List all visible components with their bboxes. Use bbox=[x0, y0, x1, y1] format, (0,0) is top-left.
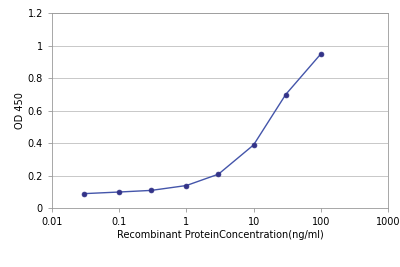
X-axis label: Recombinant ProteinConcentration(ng/ml): Recombinant ProteinConcentration(ng/ml) bbox=[117, 230, 323, 240]
Y-axis label: OD 450: OD 450 bbox=[15, 92, 25, 129]
